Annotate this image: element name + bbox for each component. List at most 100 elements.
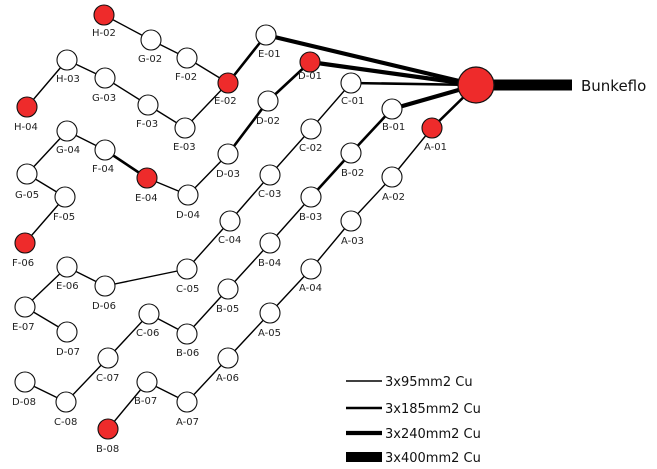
node-circle	[259, 232, 281, 254]
legend-label: 3x185mm2 Cu	[385, 402, 481, 417]
legend: 3x95mm2 Cu 3x185mm2 Cu 3x240mm2 Cu 3x400mm2…	[346, 375, 481, 466]
legend-item-3x95mm2-cu: 3x95mm2 Cu	[346, 375, 473, 390]
node-label: G-05	[15, 190, 39, 201]
node-c-01: C-01	[340, 72, 364, 107]
node-circle	[176, 258, 198, 280]
node-circle	[94, 67, 116, 89]
node-circle	[300, 186, 322, 208]
node-b-02: B-02	[340, 142, 364, 179]
node-label: B-04	[258, 258, 281, 269]
node-d-03: D-03	[216, 143, 240, 180]
node-c-04: C-04	[218, 210, 241, 246]
node-circle	[255, 24, 277, 46]
node-a-02: A-02	[381, 166, 405, 203]
node-g-03: G-03	[92, 67, 116, 104]
node-g-05: G-05	[15, 163, 39, 201]
node-circle	[97, 347, 119, 369]
legend-item-3x185mm2-cu: 3x185mm2 Cu	[346, 402, 481, 417]
node-label: B-06	[176, 348, 199, 359]
node-circle	[97, 418, 119, 440]
node-label: A-02	[382, 192, 405, 203]
node-circle	[340, 210, 362, 232]
node-circle	[55, 391, 77, 413]
node-label: G-02	[138, 54, 162, 65]
node-d-07: D-07	[56, 321, 80, 358]
node-label: D-06	[92, 301, 116, 312]
node-label: F-05	[53, 212, 75, 223]
node-label: C-08	[54, 417, 77, 428]
node-circle	[176, 47, 198, 69]
node-f-03: F-03	[136, 94, 159, 130]
node-circle	[300, 118, 322, 140]
node-label: F-02	[175, 72, 197, 83]
node-label: A-03	[341, 236, 364, 247]
node-label: A-04	[299, 283, 322, 294]
node-c-02: C-02	[299, 118, 322, 154]
node-label: B-03	[299, 212, 322, 223]
node-b-05: B-05	[216, 278, 239, 315]
node-circle	[94, 275, 116, 297]
hub-label: Bunkeflo	[581, 77, 646, 95]
node-circle	[14, 371, 36, 393]
node-label: B-02	[341, 168, 364, 179]
node-label: D-03	[216, 169, 240, 180]
node-circle	[14, 296, 36, 318]
cable-bunkeflo-e-01	[263, 32, 479, 88]
node-h-02: H-02	[92, 4, 116, 39]
node-circle	[177, 184, 199, 206]
node-circle	[381, 98, 403, 120]
hub: Bunkeflo	[457, 66, 646, 104]
node-c-06: C-06	[136, 303, 160, 339]
node-c-05: C-05	[176, 258, 199, 295]
node-circle	[136, 167, 158, 189]
legend-item-3x240mm2-cu: 3x240mm2 Cu	[346, 427, 481, 442]
cable-c-04-c-05	[186, 220, 231, 270]
node-label: B-07	[134, 396, 157, 407]
node-f-02: F-02	[175, 47, 198, 83]
node-label: B-01	[382, 122, 405, 133]
node-f-05: F-05	[53, 186, 76, 223]
node-circle	[300, 258, 322, 280]
node-circle	[136, 371, 158, 393]
node-e-02: E-02	[214, 72, 239, 107]
node-label: E-07	[12, 322, 35, 333]
node-label: G-04	[56, 145, 80, 156]
node-label: D-04	[176, 210, 200, 221]
node-circle	[16, 96, 38, 118]
legend-item-3x400mm2-cu: 3x400mm2 Cu	[346, 451, 481, 466]
node-label: F-03	[136, 119, 158, 130]
substation-nodes: H-02 G-02 F-02 E-02 E-01 H-03 H-04 G-03 F-03 E-03…	[12, 4, 447, 455]
cable-c-05-d-06	[104, 268, 188, 287]
node-circle	[217, 347, 239, 369]
node-f-06: F-06	[12, 232, 36, 269]
node-circle	[14, 232, 36, 254]
node-e-04: E-04	[135, 167, 158, 204]
node-label: A-05	[258, 328, 281, 339]
node-label: G-03	[92, 93, 116, 104]
node-h-03: H-03	[56, 49, 80, 85]
node-d-06: D-06	[92, 275, 116, 312]
node-circle	[54, 186, 76, 208]
hub-circle	[457, 66, 495, 104]
node-label: E-01	[258, 49, 281, 60]
node-circle	[259, 302, 281, 324]
node-label: C-02	[299, 143, 322, 154]
node-circle	[56, 49, 78, 71]
cable-bunkeflo-d-01	[307, 59, 479, 88]
node-b-07: B-07	[134, 371, 158, 407]
legend-label: 3x240mm2 Cu	[385, 427, 481, 442]
node-circle	[56, 256, 78, 278]
node-label: F-06	[12, 258, 34, 269]
node-d-01: D-01	[298, 51, 322, 82]
node-g-04: G-04	[56, 120, 80, 156]
node-circle	[56, 321, 78, 343]
node-circle	[138, 303, 160, 325]
node-c-03: C-03	[258, 164, 281, 200]
legend-label: 3x400mm2 Cu	[385, 451, 481, 466]
node-b-04: B-04	[258, 232, 281, 269]
node-circle	[140, 29, 162, 51]
node-e-01: E-01	[255, 24, 281, 60]
node-label: E-06	[56, 281, 79, 292]
